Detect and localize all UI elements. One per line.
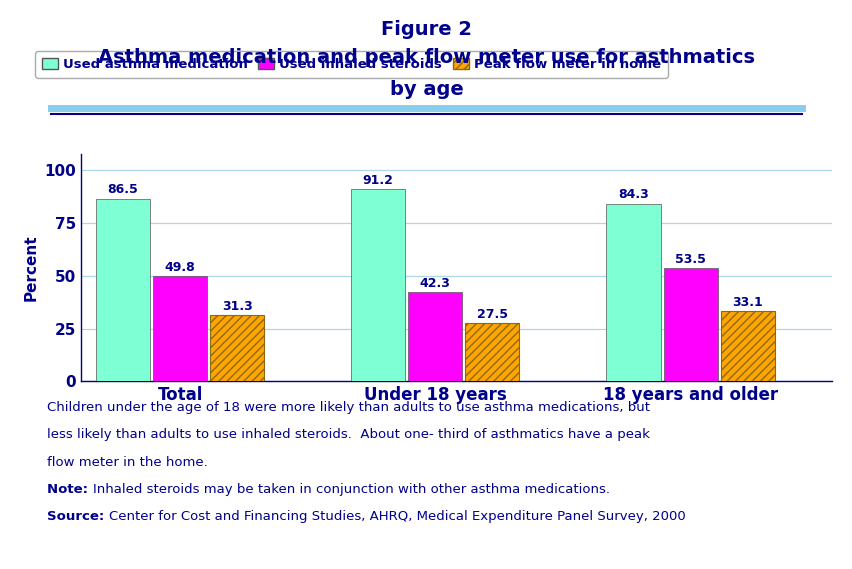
Bar [663,269,717,381]
Text: 42.3: 42.3 [419,277,450,290]
Text: 49.8: 49.8 [164,261,195,274]
Text: Inhaled steroids may be taken in conjunction with other asthma medications.: Inhaled steroids may be taken in conjunc… [92,483,609,496]
Text: less likely than adults to use inhaled steroids.  About one- third of asthmatics: less likely than adults to use inhaled s… [47,428,649,442]
Text: 84.3: 84.3 [618,188,648,201]
Bar [465,323,519,381]
Text: 27.5: 27.5 [476,308,507,321]
Bar [606,204,659,381]
Bar [720,311,774,381]
Text: 33.1: 33.1 [731,296,762,309]
Text: 91.2: 91.2 [362,174,394,187]
Bar [96,199,150,381]
Text: Source:: Source: [47,510,109,523]
Bar [210,315,264,381]
Text: Figure 2: Figure 2 [381,20,471,39]
Legend: Used asthma medication, Used inhaled steroids, Peak flow meter in home: Used asthma medication, Used inhaled ste… [35,51,667,77]
Y-axis label: Percent: Percent [24,234,39,301]
Text: flow meter in the home.: flow meter in the home. [47,456,207,469]
Text: Asthma medication and peak flow meter use for asthmatics: Asthma medication and peak flow meter us… [98,48,754,67]
Bar [351,189,405,381]
Text: 53.5: 53.5 [674,253,705,266]
Text: 86.5: 86.5 [107,183,138,196]
Text: Children under the age of 18 were more likely than adults to use asthma medicati: Children under the age of 18 were more l… [47,401,649,414]
Text: Note:: Note: [47,483,92,496]
Text: by age: by age [389,80,463,98]
Bar [408,292,462,381]
Bar [153,277,207,381]
Text: Center for Cost and Financing Studies, AHRQ, Medical Expenditure Panel Survey, 2: Center for Cost and Financing Studies, A… [109,510,685,523]
Text: 31.3: 31.3 [222,300,252,313]
